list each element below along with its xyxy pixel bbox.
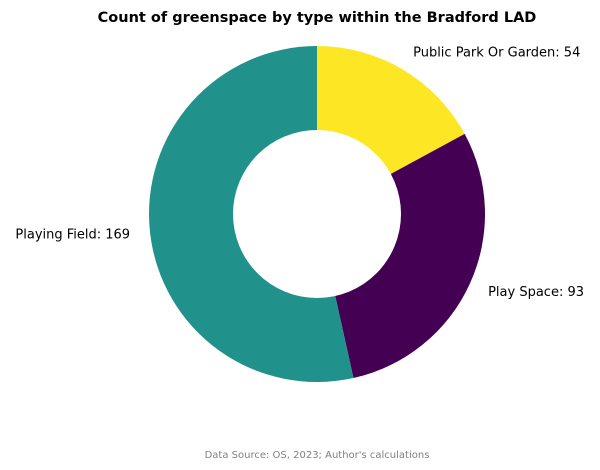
data-source-note: Data Source: OS, 2023; Author's calculat… [205, 450, 430, 461]
slice-label-play-space: Play Space: 93 [488, 285, 584, 300]
slice-labels: Public Park Or Garden: 54 Play Space: 93 P… [15, 45, 584, 300]
slice-label-public-park-or-garden: Public Park Or Garden: 54 [413, 45, 580, 60]
donut-hole [233, 130, 401, 298]
slice-label-playing-field: Playing Field: 169 [15, 228, 130, 243]
chart-title: Count of greenspace by type within the B… [98, 10, 537, 26]
